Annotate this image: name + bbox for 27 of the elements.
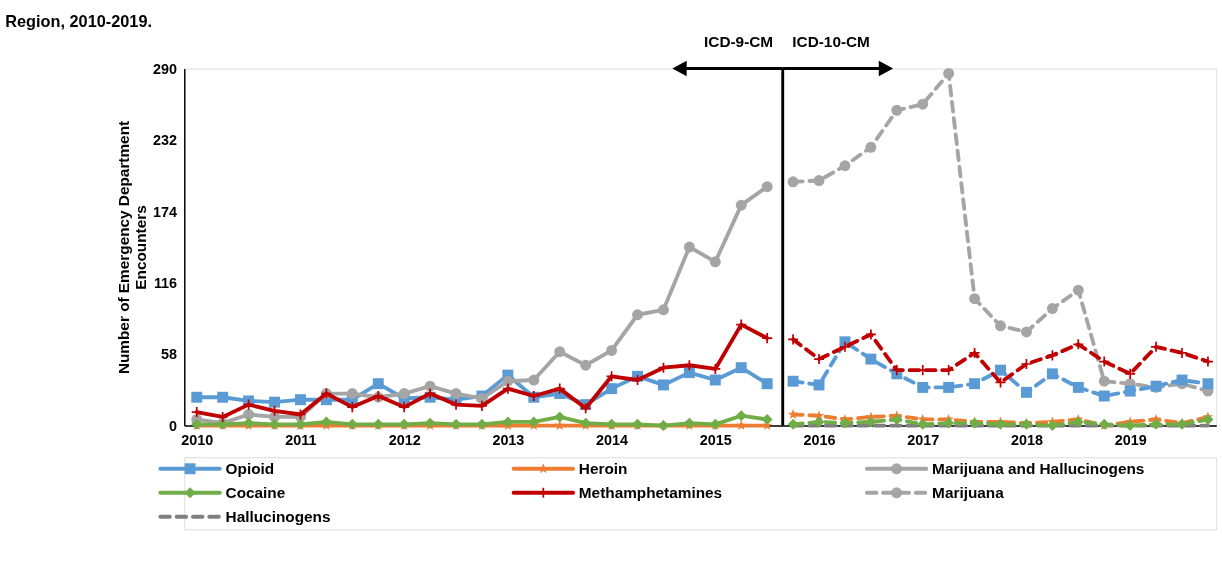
legend-label: Opioid <box>225 459 275 477</box>
x-tick-label: 2010 <box>181 432 214 449</box>
legend-label: Methamphetamines <box>578 483 723 501</box>
x-tick-label: 2015 <box>699 432 732 449</box>
x-tick-label: 2012 <box>388 432 421 449</box>
y-tick-label: 58 <box>161 346 178 363</box>
x-tick-label: 2013 <box>492 432 525 449</box>
y-axis-title: Number of Emergency Department Encounters <box>115 120 150 375</box>
y-tick-label: 232 <box>153 132 178 149</box>
text: ICD-9-CM <box>704 33 774 51</box>
y-tick-label: 0 <box>169 417 178 434</box>
y-tick-label: 290 <box>153 60 178 77</box>
x-tick-label: 2011 <box>285 432 317 449</box>
text: ICD-10-CM <box>792 33 870 51</box>
x-tick-label: 2017 <box>907 432 940 449</box>
x-tick-label: 2019 <box>1114 432 1147 449</box>
legend-label: Heroin <box>578 459 628 477</box>
legend-label: Marijuana and Hallucinogens <box>932 459 1145 477</box>
x-tick-label: 2016 <box>803 432 836 449</box>
x-tick-label: 2014 <box>596 432 629 449</box>
chart-title: Region, 2010-2019. <box>5 11 152 30</box>
legend-label: Hallucinogens <box>225 507 331 525</box>
legend-label: Cocaine <box>225 483 286 501</box>
y-tick-label: 174 <box>153 203 178 220</box>
legend-label: Marijuana <box>932 483 1005 501</box>
x-tick-label: 2018 <box>1010 432 1043 449</box>
y-tick-label: 116 <box>153 275 178 292</box>
